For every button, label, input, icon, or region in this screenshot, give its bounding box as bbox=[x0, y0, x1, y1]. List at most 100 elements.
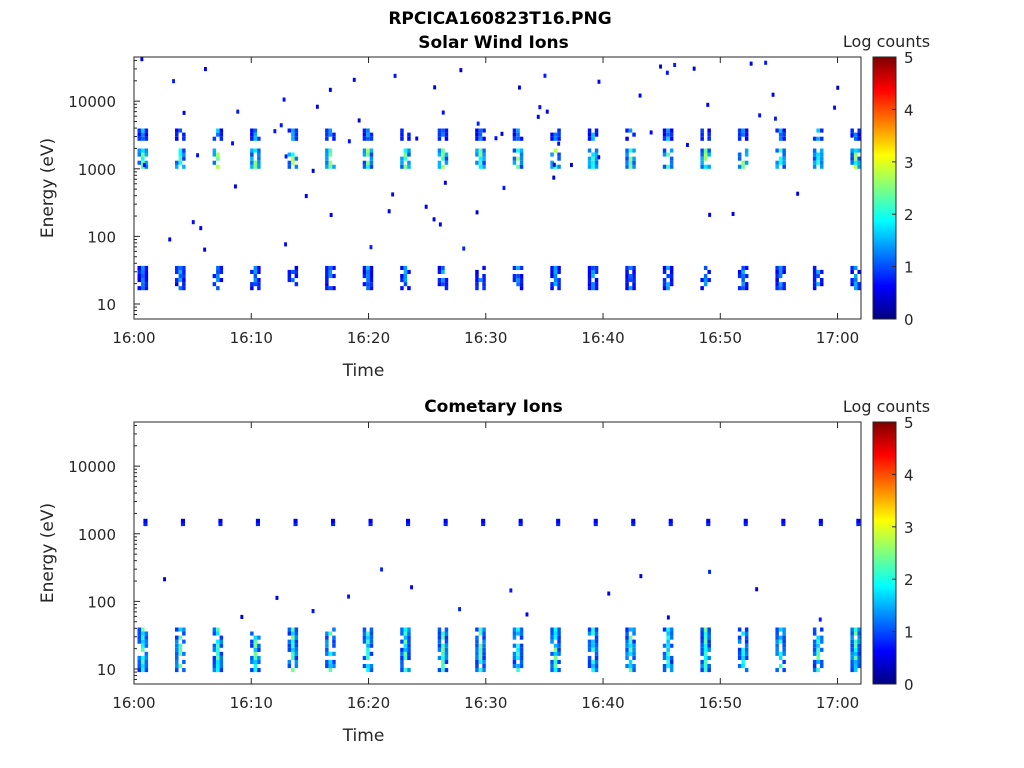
heatmap-cell bbox=[553, 148, 558, 153]
heatmap-cell bbox=[591, 631, 595, 636]
heatmap-cell bbox=[178, 128, 183, 133]
heatmap-cell bbox=[366, 631, 370, 636]
heatmap-cell bbox=[744, 668, 749, 673]
heatmap-cell bbox=[778, 635, 783, 640]
heatmap-cell bbox=[216, 647, 220, 652]
heatmap-cell bbox=[659, 64, 662, 69]
heatmap-cell bbox=[141, 659, 145, 664]
heatmap-cell bbox=[475, 655, 479, 660]
heatmap-cell bbox=[737, 627, 742, 632]
heatmap-cell bbox=[182, 274, 186, 279]
heatmap-cell bbox=[444, 160, 449, 165]
heatmap-cell bbox=[744, 274, 749, 279]
heatmap-cell bbox=[857, 647, 861, 652]
heatmap-cell bbox=[475, 664, 479, 669]
heatmap-cell bbox=[175, 668, 179, 673]
heatmap-cell bbox=[545, 109, 549, 114]
heatmap-cell bbox=[816, 282, 820, 287]
heatmap-cell bbox=[369, 136, 374, 141]
plot-frame bbox=[133, 421, 862, 685]
heatmap-cell bbox=[332, 651, 336, 656]
heatmap-cell bbox=[512, 651, 517, 656]
heatmap-cell bbox=[362, 631, 367, 636]
heatmap-cell bbox=[175, 128, 179, 133]
heatmap-cell bbox=[462, 246, 466, 251]
heatmap-cell bbox=[550, 668, 554, 673]
heatmap-cell bbox=[475, 643, 479, 648]
heatmap-cell bbox=[669, 664, 674, 669]
plot-frame bbox=[133, 56, 862, 320]
heatmap-cell bbox=[475, 651, 479, 656]
heatmap-cell bbox=[662, 651, 667, 656]
heatmap-cell bbox=[516, 136, 520, 141]
heatmap-cell bbox=[703, 664, 708, 669]
panel-title: Cometary Ions bbox=[424, 397, 563, 417]
heatmap-cell bbox=[175, 664, 179, 669]
heatmap-cell bbox=[253, 164, 258, 169]
heatmap-cell bbox=[357, 118, 361, 123]
heatmap-cell bbox=[666, 664, 670, 669]
heatmap-cell bbox=[141, 136, 145, 141]
heatmap-cell bbox=[437, 152, 442, 157]
heatmap-cell bbox=[812, 274, 817, 279]
heatmap-cell bbox=[700, 651, 704, 656]
heatmap-cell bbox=[141, 668, 145, 673]
heatmap-cell bbox=[444, 651, 449, 656]
heatmap-cell bbox=[744, 265, 749, 270]
heatmap-cell bbox=[553, 668, 558, 673]
heatmap-cell bbox=[219, 643, 224, 648]
heatmap-cell bbox=[557, 659, 561, 664]
heatmap-cell bbox=[749, 61, 753, 66]
heatmap-cell bbox=[553, 136, 558, 141]
heatmap-cell bbox=[557, 278, 561, 283]
heatmap-cell bbox=[407, 286, 411, 291]
heatmap-cell bbox=[203, 247, 207, 252]
heatmap-cell bbox=[557, 668, 561, 673]
heatmap-cell bbox=[662, 664, 667, 669]
heatmap-cell bbox=[820, 148, 824, 153]
heatmap-cell bbox=[597, 79, 601, 84]
heatmap-cell bbox=[478, 160, 483, 165]
heatmap-cell bbox=[282, 97, 286, 102]
heatmap-cell bbox=[438, 222, 442, 227]
heatmap-cell bbox=[178, 269, 183, 274]
heatmap-cell bbox=[778, 664, 783, 669]
heatmap-cell bbox=[144, 136, 149, 141]
x-tick-label: 16:20 bbox=[347, 329, 390, 347]
heatmap-cell bbox=[403, 278, 408, 283]
heatmap-cell bbox=[219, 128, 224, 133]
heatmap-cell bbox=[291, 156, 295, 161]
heatmap-cell bbox=[553, 664, 558, 669]
heatmap-cell bbox=[557, 265, 561, 270]
heatmap-cell bbox=[482, 627, 486, 632]
heatmap-cell bbox=[218, 518, 223, 523]
heatmap-cell bbox=[437, 282, 442, 287]
heatmap-cell bbox=[175, 639, 179, 644]
heatmap-cell bbox=[403, 148, 408, 153]
heatmap-cell bbox=[475, 627, 479, 632]
heatmap-cell bbox=[240, 614, 244, 619]
heatmap-cell bbox=[816, 635, 820, 640]
heatmap-cell bbox=[441, 635, 445, 640]
heatmap-cell bbox=[557, 128, 561, 133]
heatmap-cell bbox=[140, 57, 144, 62]
heatmap-cell bbox=[543, 73, 547, 78]
heatmap-cell bbox=[191, 220, 195, 225]
heatmap-cell bbox=[137, 160, 141, 165]
heatmap-cell bbox=[628, 659, 633, 664]
heatmap-cell bbox=[632, 639, 636, 644]
heatmap-cell bbox=[673, 62, 677, 67]
heatmap-cell bbox=[516, 128, 520, 133]
heatmap-cell bbox=[458, 607, 461, 612]
heatmap-cell bbox=[525, 612, 529, 617]
heatmap-cell bbox=[250, 136, 254, 141]
heatmap-cell bbox=[632, 631, 636, 636]
heatmap-cell bbox=[481, 518, 486, 523]
heatmap-cell bbox=[587, 639, 592, 644]
heatmap-cell bbox=[325, 643, 329, 648]
heatmap-cell bbox=[287, 647, 292, 652]
heatmap-cell bbox=[737, 152, 742, 157]
heatmap-cell bbox=[553, 269, 558, 274]
heatmap-cell bbox=[553, 651, 558, 656]
heatmap-cell bbox=[594, 643, 599, 648]
